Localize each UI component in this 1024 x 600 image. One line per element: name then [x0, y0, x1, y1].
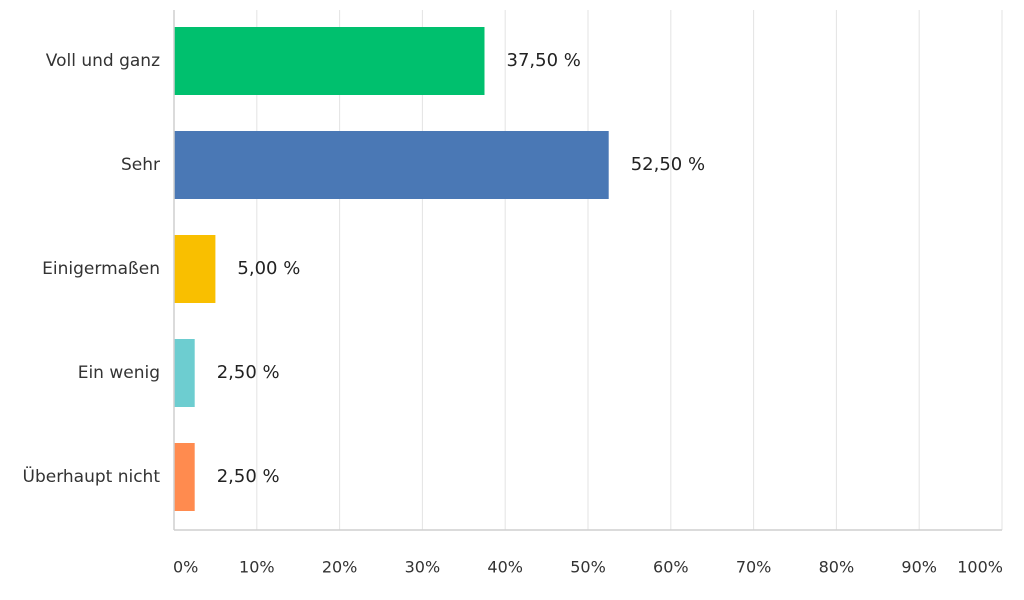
value-label: 52,50 % — [631, 154, 705, 175]
x-tick-label: 20% — [322, 558, 358, 577]
category-labels: Voll und ganz Sehr Einigermaßen Ein wenig Üb… — [23, 51, 161, 487]
x-tick-label: 90% — [901, 558, 937, 577]
value-label: 2,50 % — [217, 362, 280, 383]
x-tick-label: 60% — [653, 558, 689, 577]
x-tick-label: 50% — [570, 558, 606, 577]
value-label: 5,00 % — [237, 258, 300, 279]
x-tick-label: 40% — [487, 558, 523, 577]
value-label: 37,50 % — [507, 50, 581, 71]
category-label: Voll und ganz — [46, 51, 160, 71]
x-tick-label: 70% — [736, 558, 772, 577]
bar-4 — [174, 339, 195, 407]
x-tick-label: 30% — [405, 558, 441, 577]
bars — [174, 27, 609, 511]
x-tick-label: 100% — [957, 558, 1003, 577]
bar-5 — [174, 443, 195, 511]
category-label: Überhaupt nicht — [23, 465, 161, 487]
x-tick-label: 0% — [173, 558, 198, 577]
category-label: Ein wenig — [78, 363, 160, 383]
bar-3 — [174, 235, 216, 303]
value-label: 2,50 % — [217, 466, 280, 487]
x-axis-tick-labels: 0% 10% 20% 30% 40% 50% 60% 70% 80% 90% 100% — [173, 558, 1003, 577]
gridlines — [256, 10, 1003, 530]
x-tick-label: 10% — [239, 558, 275, 577]
category-label: Sehr — [121, 155, 160, 175]
bar-1 — [174, 27, 485, 95]
category-label: Einigermaßen — [42, 259, 160, 279]
bar-2 — [174, 131, 609, 199]
x-tick-label: 80% — [819, 558, 855, 577]
value-labels: 37,50 % 52,50 % 5,00 % 2,50 % 2,50 % — [217, 50, 705, 487]
